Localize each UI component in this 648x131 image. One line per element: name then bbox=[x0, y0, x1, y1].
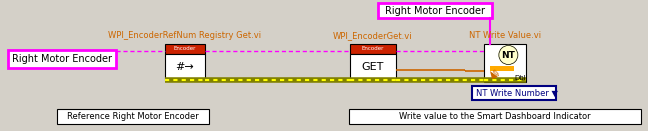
FancyBboxPatch shape bbox=[484, 44, 526, 82]
FancyBboxPatch shape bbox=[350, 54, 396, 80]
FancyBboxPatch shape bbox=[165, 54, 205, 80]
Text: ✎: ✎ bbox=[491, 69, 499, 79]
Text: NT Write Number ▼: NT Write Number ▼ bbox=[476, 89, 558, 97]
Text: NT Write Value.vi: NT Write Value.vi bbox=[469, 31, 541, 40]
Text: GET: GET bbox=[362, 62, 384, 72]
FancyBboxPatch shape bbox=[8, 50, 116, 68]
FancyBboxPatch shape bbox=[378, 3, 492, 18]
Text: Encoder: Encoder bbox=[362, 47, 384, 51]
Text: Dbl: Dbl bbox=[514, 75, 526, 81]
FancyBboxPatch shape bbox=[57, 109, 209, 124]
FancyBboxPatch shape bbox=[350, 44, 396, 54]
Text: Write value to the Smart Dashboard Indicator: Write value to the Smart Dashboard Indic… bbox=[399, 112, 591, 121]
Text: #→: #→ bbox=[176, 62, 194, 72]
FancyBboxPatch shape bbox=[472, 86, 556, 100]
Polygon shape bbox=[490, 71, 498, 79]
Text: Right Motor Encoder: Right Motor Encoder bbox=[385, 6, 485, 15]
Circle shape bbox=[499, 45, 518, 64]
Text: WPI_EncoderGet.vi: WPI_EncoderGet.vi bbox=[333, 31, 413, 40]
Text: Reference Right Motor Encoder: Reference Right Motor Encoder bbox=[67, 112, 199, 121]
Text: WPI_EncoderRefNum Registry Get.vi: WPI_EncoderRefNum Registry Get.vi bbox=[108, 31, 262, 40]
FancyBboxPatch shape bbox=[349, 109, 641, 124]
Text: NT: NT bbox=[502, 50, 515, 59]
Text: Encoder: Encoder bbox=[174, 47, 196, 51]
FancyBboxPatch shape bbox=[165, 44, 205, 54]
FancyBboxPatch shape bbox=[490, 66, 514, 71]
Text: Right Motor Encoder: Right Motor Encoder bbox=[12, 54, 112, 64]
